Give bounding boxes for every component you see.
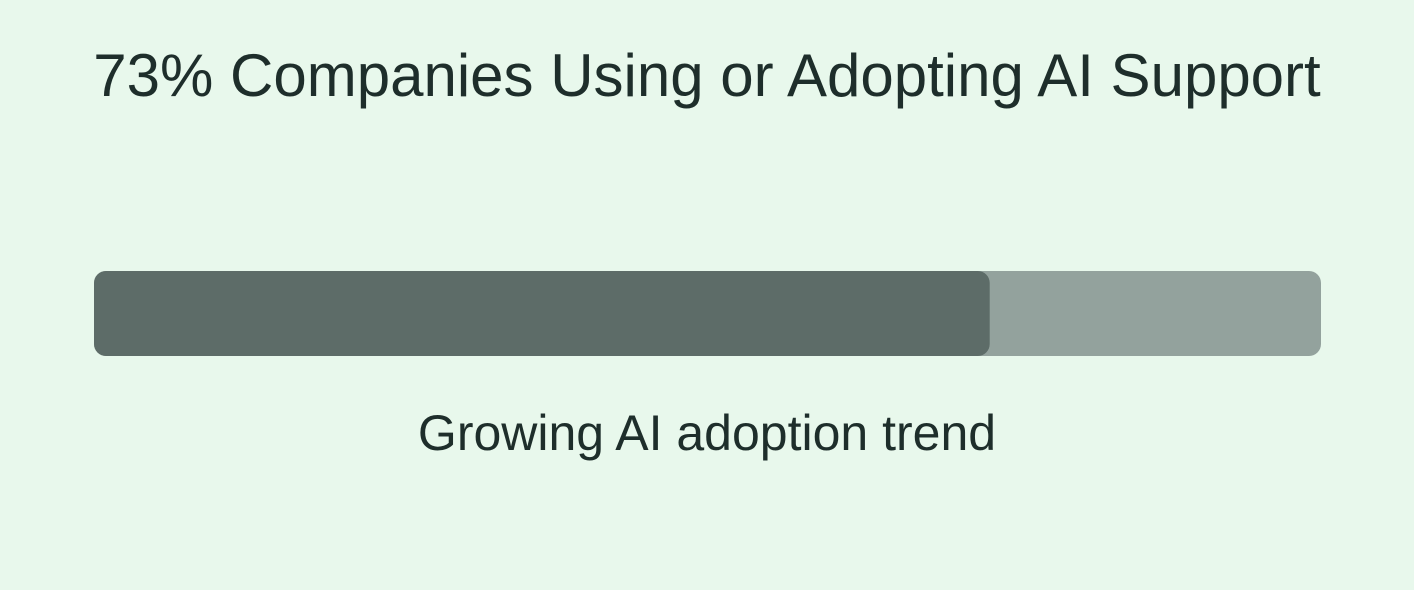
title: 73% Companies Using or Adopting AI Suppo…	[93, 42, 1321, 109]
caption: Growing AI adoption trend	[418, 405, 996, 461]
progress-fill	[94, 271, 990, 356]
